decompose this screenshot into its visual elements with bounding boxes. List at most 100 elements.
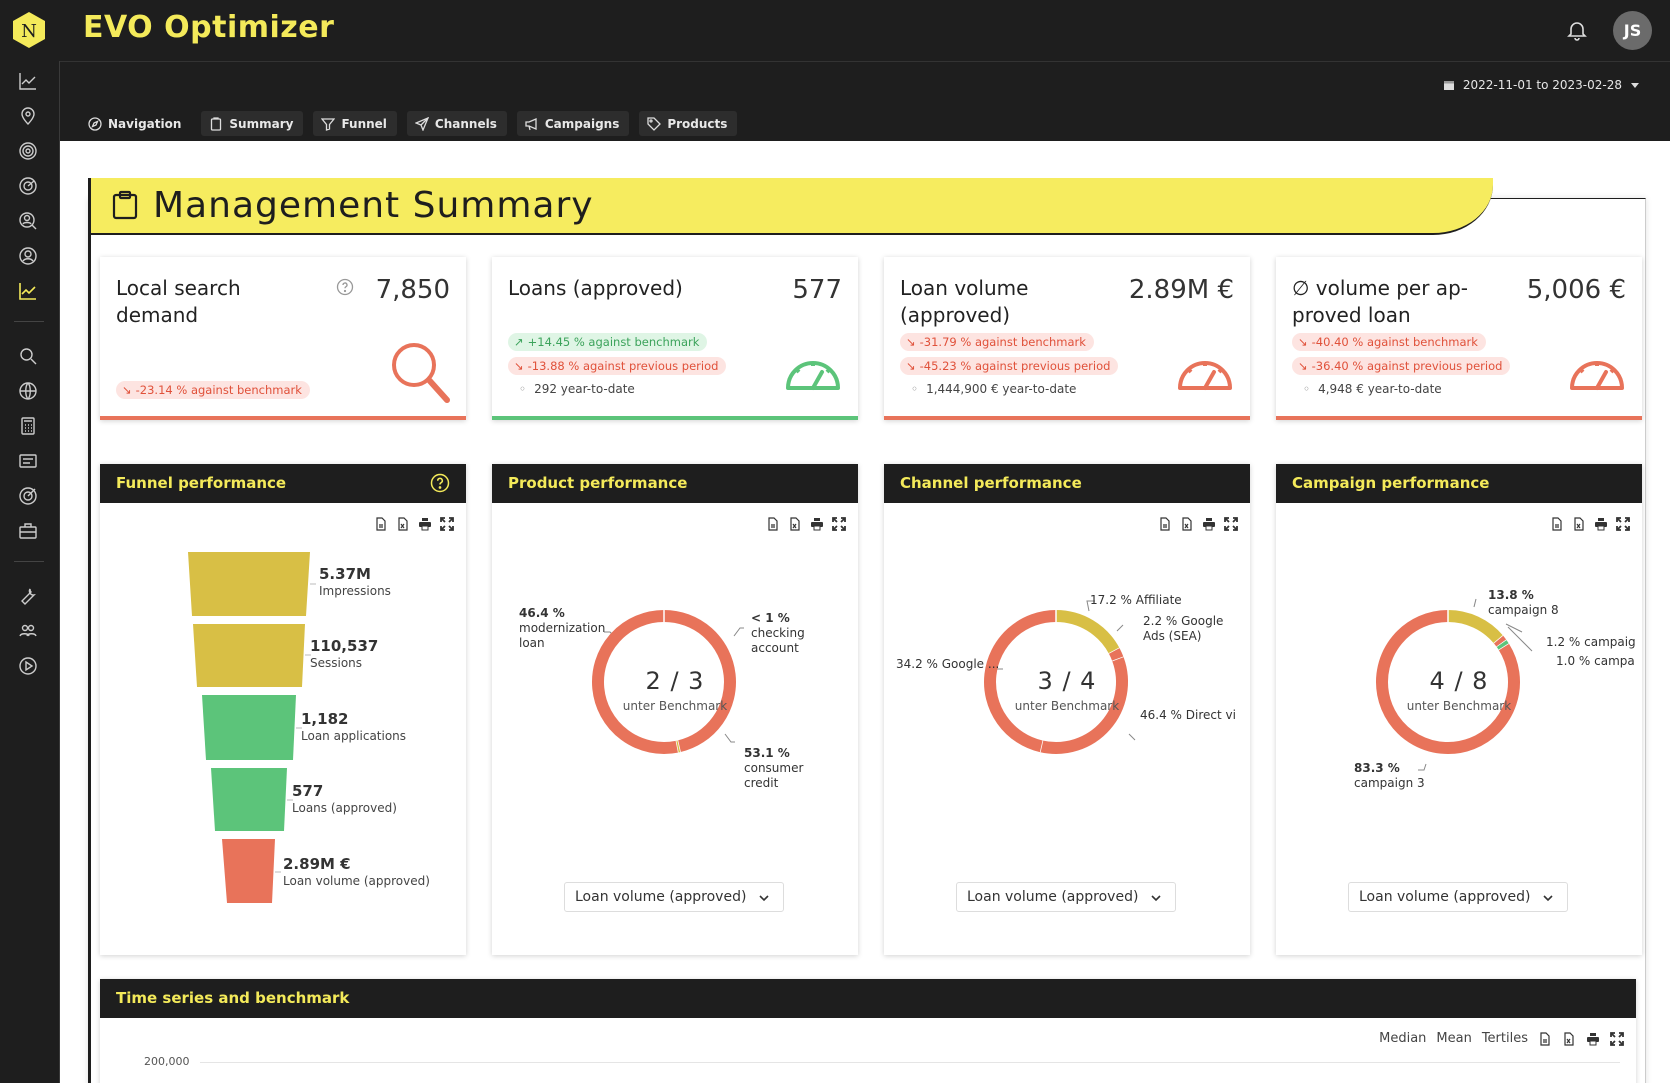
team-icon[interactable]	[18, 621, 38, 641]
funnel-connectors	[275, 583, 316, 873]
tab-funnel[interactable]: Funnel	[313, 111, 397, 136]
print-icon[interactable]	[1202, 516, 1216, 531]
donut-slice-campaign-8[interactable]	[1447, 610, 1504, 644]
fullscreen-icon[interactable]	[440, 516, 454, 531]
print-icon[interactable]	[1594, 516, 1608, 531]
chart-line-icon[interactable]	[18, 71, 38, 91]
funnel-value: 5.37M	[319, 565, 371, 583]
user-search-icon[interactable]	[18, 211, 38, 231]
briefcase-icon[interactable]	[18, 521, 38, 541]
export-excel-icon[interactable]	[788, 516, 802, 531]
donut-slice-campaig[interactable]	[1493, 635, 1507, 648]
fullscreen-icon[interactable]	[1610, 1031, 1624, 1046]
export-pdf-icon[interactable]	[1538, 1031, 1552, 1046]
chevron-down-icon	[759, 895, 769, 902]
export-pdf-icon[interactable]	[374, 516, 388, 531]
slice-label: 46.4 % modernization loan	[519, 606, 606, 650]
radar-icon[interactable]	[18, 176, 38, 196]
globe-icon[interactable]	[18, 381, 38, 401]
kpi-value: 577	[792, 275, 842, 305]
card-title: Product performance	[508, 474, 688, 492]
main-content: Management Summary Local search demand 7…	[60, 141, 1670, 1083]
ytd-text: 1,444,900 € year-to-date	[911, 382, 1076, 396]
export-excel-icon[interactable]	[1572, 516, 1586, 531]
status-bar	[100, 416, 466, 420]
toggle-median[interactable]: Median	[1379, 1031, 1427, 1046]
channel-card: Channel performance 3 / 4 unter Benchmar…	[884, 464, 1250, 955]
toolbar: 2022-11-01 to 2023-02-28 Navigation Summ…	[60, 61, 1670, 141]
tab-summary[interactable]: Summary	[201, 111, 304, 136]
slice-label: 46.4 % Direct vi	[1140, 708, 1236, 722]
wrench-icon[interactable]	[18, 586, 38, 606]
play-icon[interactable]	[18, 656, 38, 676]
slice-label: 83.3 % campaign 3	[1354, 761, 1425, 790]
tab-channels[interactable]: Channels	[406, 111, 507, 136]
card-header: Campaign performance	[1276, 464, 1642, 503]
donut-slice-affiliate[interactable]	[1055, 610, 1120, 654]
calculator-icon[interactable]	[18, 416, 38, 436]
print-icon[interactable]	[810, 516, 824, 531]
funnel-label: Loans (approved)	[292, 801, 397, 815]
print-icon[interactable]	[418, 516, 432, 531]
logo-icon[interactable]: N	[12, 11, 46, 49]
list-icon[interactable]	[18, 451, 38, 471]
fullscreen-icon[interactable]	[1616, 516, 1630, 531]
search-icon[interactable]	[18, 346, 38, 366]
bell-icon[interactable]	[1565, 18, 1589, 42]
fullscreen-icon[interactable]	[1224, 516, 1238, 531]
funnel-stage-volume[interactable]	[222, 839, 275, 903]
export-excel-icon[interactable]	[396, 516, 410, 531]
tab-products[interactable]: Products	[639, 111, 738, 136]
tab-label: Products	[667, 116, 728, 131]
funnel-stage-applications[interactable]	[202, 695, 296, 760]
y-tick-label: 200,000	[144, 1055, 190, 1068]
funnel-stage-loans[interactable]	[211, 768, 287, 831]
status-bar	[1276, 416, 1642, 420]
trend-up-icon: ↗	[514, 335, 524, 349]
tab-label: Campaigns	[544, 116, 620, 131]
avatar[interactable]: JS	[1613, 11, 1652, 50]
tab-navigation[interactable]: Navigation	[80, 111, 191, 136]
map-pin-icon[interactable]	[18, 106, 38, 126]
tab-label: Summary	[229, 116, 294, 131]
export-excel-icon[interactable]	[1180, 516, 1194, 531]
kpi-label: ∅ volume per ap-proved loan	[1292, 276, 1468, 327]
funnel-stage-impressions[interactable]	[188, 552, 310, 616]
metric-select[interactable]: Loan volume (approved)	[956, 882, 1176, 912]
metric-select[interactable]: Loan volume (approved)	[564, 882, 784, 912]
donut-slice-modernization-loan[interactable]	[663, 610, 736, 753]
trending-icon[interactable]	[18, 281, 38, 301]
target-icon[interactable]	[18, 141, 38, 161]
user-circle-icon[interactable]	[18, 246, 38, 266]
metric-select[interactable]: Loan volume (approved)	[1348, 882, 1568, 912]
goal-icon[interactable]	[18, 486, 38, 506]
toggle-mean[interactable]: Mean	[1436, 1031, 1472, 1046]
funnel-label: Impressions	[319, 584, 391, 598]
metric-select-value: Loan volume (approved)	[575, 889, 747, 905]
donut-slice-google[interactable]	[1039, 657, 1128, 754]
export-pdf-icon[interactable]	[766, 516, 780, 531]
donut-subtitle: unter Benchmark	[1014, 699, 1120, 713]
caret-down-icon	[1631, 83, 1639, 88]
compass-icon	[88, 116, 102, 131]
funnel-stage-sessions[interactable]	[193, 624, 305, 687]
funnel-value: 110,537	[310, 637, 379, 655]
print-icon[interactable]	[1586, 1032, 1600, 1046]
help-icon[interactable]	[430, 473, 450, 493]
fullscreen-icon[interactable]	[832, 516, 846, 531]
export-pdf-icon[interactable]	[1158, 516, 1172, 531]
kpi-card-volume-per-loan: ∅ volume per ap-proved loan 5,006 € ↘ -40…	[1276, 257, 1642, 420]
export-excel-icon[interactable]	[1562, 1031, 1576, 1046]
donut-subtitle: unter Benchmark	[622, 699, 728, 713]
donut-slice-consumer-credit[interactable]	[592, 610, 678, 754]
donut-slice-google-ads-sea[interactable]	[1108, 648, 1124, 662]
donut-slice-campaign-3[interactable]	[1376, 610, 1520, 754]
slice-label: 1.0 % campa	[1556, 654, 1635, 668]
tab-campaigns[interactable]: Campaigns	[516, 111, 630, 136]
help-icon[interactable]	[336, 278, 354, 296]
donut-slice-direct-vi[interactable]	[984, 610, 1057, 753]
magnifier-icon	[392, 343, 450, 403]
toggle-tertiles[interactable]: Tertiles	[1481, 1031, 1528, 1046]
export-pdf-icon[interactable]	[1550, 516, 1564, 531]
date-range-picker[interactable]: 2022-11-01 to 2023-02-28	[1443, 78, 1640, 92]
